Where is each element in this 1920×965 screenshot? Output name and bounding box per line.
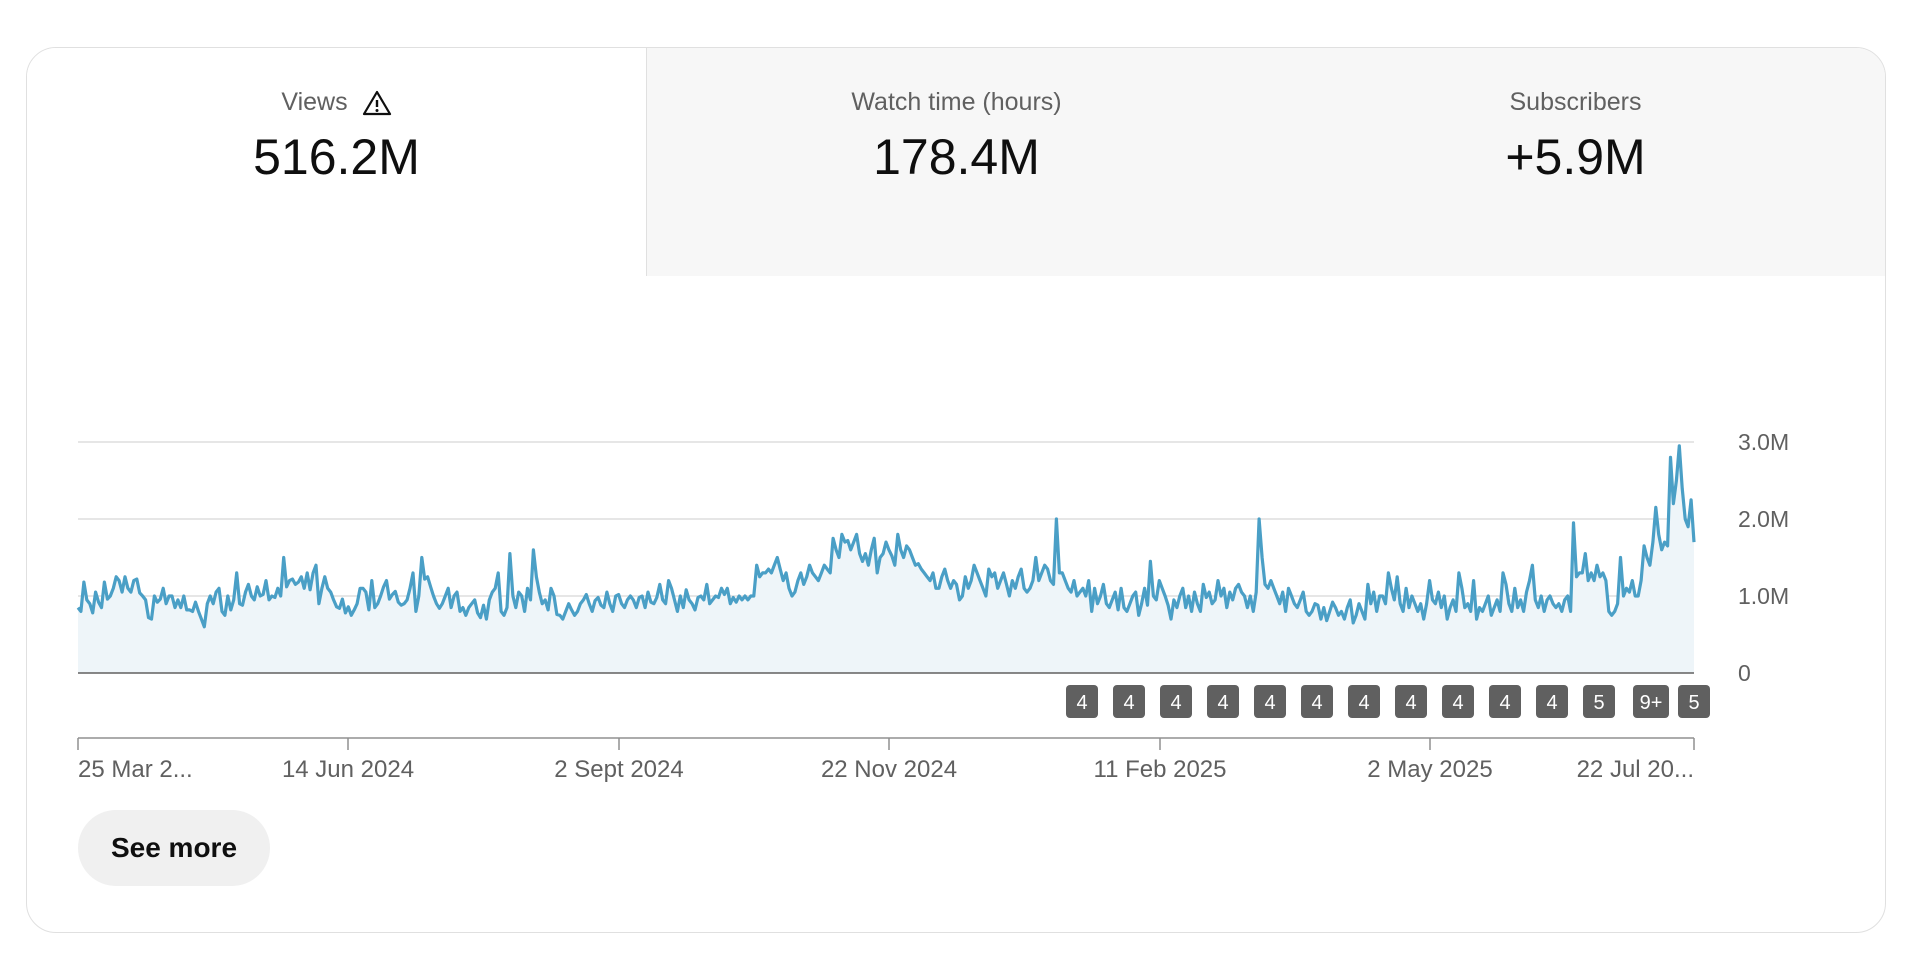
tab-subscribers-label: Subscribers xyxy=(1509,88,1642,116)
marker-badge xyxy=(1489,685,1521,718)
marker-badge xyxy=(1113,685,1145,718)
tab-views-value: 516.2M xyxy=(253,129,420,185)
marker-badge xyxy=(1583,685,1615,718)
marker-badge-label: 4 xyxy=(1217,692,1228,714)
marker-badge-label: 4 xyxy=(1546,692,1557,714)
marker-badge-label: 5 xyxy=(1688,692,1699,714)
marker-badge-label: 4 xyxy=(1452,692,1463,714)
views-series-line xyxy=(76,444,1696,629)
x-tick-label: 14 Jun 2024 xyxy=(282,756,414,783)
x-tick-label: 25 Mar 2... xyxy=(78,756,193,783)
marker-badge xyxy=(1442,685,1474,718)
marker-badge-label: 5 xyxy=(1593,692,1604,714)
tab-watch-time-label: Watch time (hours) xyxy=(851,88,1062,116)
x-tick-label: 22 Jul 20... xyxy=(1577,756,1694,783)
marker-badge xyxy=(1160,685,1192,718)
marker-badge xyxy=(1395,685,1427,718)
marker-badge-label: 4 xyxy=(1123,692,1134,714)
marker-badge xyxy=(1536,685,1568,718)
y-tick-label: 1.0M xyxy=(1738,583,1789,609)
metric-tabs: Views 516.2M Watch time (hours) 178.4M S… xyxy=(27,48,1885,276)
marker-badge-label: 4 xyxy=(1264,692,1275,714)
marker-badge-label: 4 xyxy=(1076,692,1087,714)
warning-triangle-icon[interactable] xyxy=(362,89,392,117)
y-tick-label: 2.0M xyxy=(1738,506,1789,532)
marker-badge-label: 4 xyxy=(1311,692,1322,714)
views-chart: 0 1.0M 2.0M 3.0M 4 4 4 4 4 4 4 4 4 4 4 5 9+ 5 25 Mar 2... 1… xyxy=(27,276,1885,796)
marker-badge-label: 4 xyxy=(1405,692,1416,714)
tab-views[interactable]: Views 516.2M xyxy=(27,48,647,276)
marker-badge xyxy=(1348,685,1380,718)
tab-subscribers-value: +5.9M xyxy=(1505,129,1646,185)
x-tick-label: 11 Feb 2025 xyxy=(1094,756,1227,783)
marker-badge-label: 4 xyxy=(1358,692,1369,714)
marker-badge xyxy=(1301,685,1333,718)
marker-badge xyxy=(1678,685,1710,718)
marker-badge xyxy=(1254,685,1286,718)
tab-watch-time[interactable]: Watch time (hours) 178.4M xyxy=(647,48,1266,276)
y-tick-label: 3.0M xyxy=(1738,429,1789,455)
analytics-card: Views 516.2M Watch time (hours) 178.4M S… xyxy=(26,47,1886,933)
tab-watch-time-value: 178.4M xyxy=(873,129,1040,185)
x-tick-label: 22 Nov 2024 xyxy=(821,756,957,783)
views-area xyxy=(78,445,1694,673)
marker-badge xyxy=(1066,685,1098,718)
marker-badge-label: 4 xyxy=(1170,692,1181,714)
see-more-button[interactable]: See more xyxy=(78,810,270,886)
x-tick-label: 2 Sept 2024 xyxy=(554,756,683,783)
marker-badge-label: 4 xyxy=(1499,692,1510,714)
x-tick-label: 2 May 2025 xyxy=(1367,756,1492,783)
marker-badge-label: 9+ xyxy=(1640,692,1663,714)
tab-subscribers[interactable]: Subscribers +5.9M xyxy=(1266,48,1885,276)
marker-badge xyxy=(1633,685,1669,718)
y-tick-label: 0 xyxy=(1738,660,1751,686)
marker-badge xyxy=(1207,685,1239,718)
tab-views-label: Views xyxy=(281,88,348,116)
views-chart-svg: 0 1.0M 2.0M 3.0M 4 4 4 4 4 4 4 4 4 4 4 5 9+ 5 25 Mar 2... 1… xyxy=(76,429,1789,783)
